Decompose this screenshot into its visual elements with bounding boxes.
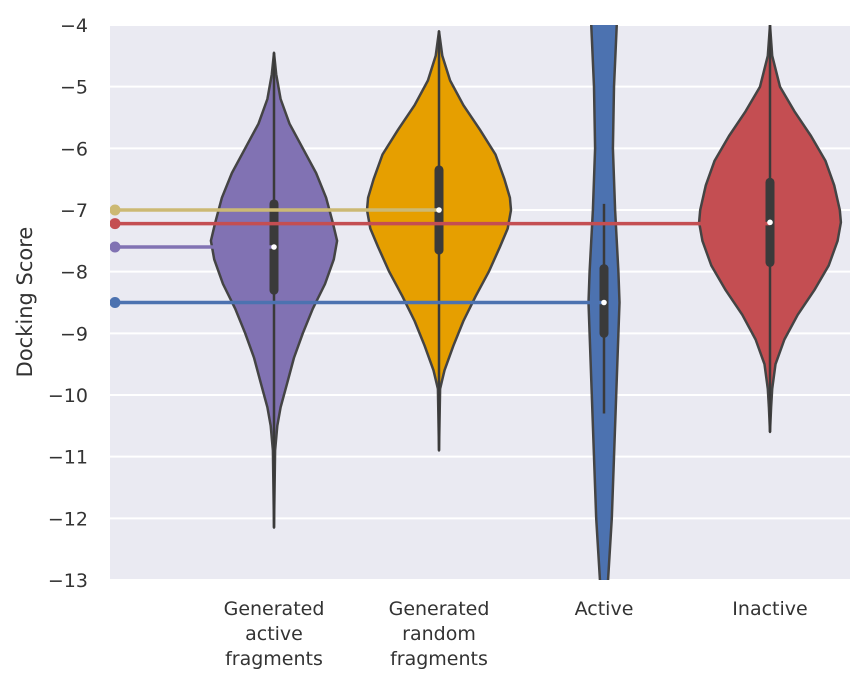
violin-median xyxy=(271,244,277,250)
y-axis-label: Docking Score xyxy=(13,227,37,378)
reference-marker xyxy=(110,297,121,308)
x-tick-labels: Generated active fragments Generated random f… xyxy=(224,598,808,670)
x-tick-label: Generated random fragments xyxy=(389,598,490,670)
violin-median xyxy=(601,299,607,306)
y-tick-labels: −4 −5 −6 −7 −8 −9 −10 −11 −12 −13 xyxy=(48,15,88,592)
violin-median xyxy=(436,207,442,213)
violin-median xyxy=(767,219,773,226)
x-tick-label: Generated active fragments xyxy=(224,598,325,670)
x-tick-label: Inactive xyxy=(732,598,807,620)
y-tick-label: −10 xyxy=(48,385,88,407)
y-tick-label: −7 xyxy=(60,200,88,222)
reference-marker xyxy=(110,218,121,230)
y-tick-label: −9 xyxy=(60,323,88,345)
y-tick-label: −4 xyxy=(60,15,88,37)
y-tick-label: −8 xyxy=(60,262,88,284)
reference-marker xyxy=(110,204,121,216)
y-tick-label: −11 xyxy=(48,447,88,469)
y-tick-label: −6 xyxy=(60,138,88,160)
violins xyxy=(209,25,843,580)
y-tick-label: −5 xyxy=(60,77,88,99)
reference-lines xyxy=(110,204,773,308)
x-tick-label: Active xyxy=(575,598,634,620)
y-tick-label: −12 xyxy=(48,508,88,530)
reference-marker xyxy=(110,241,121,253)
y-tick-label: −13 xyxy=(48,570,88,592)
